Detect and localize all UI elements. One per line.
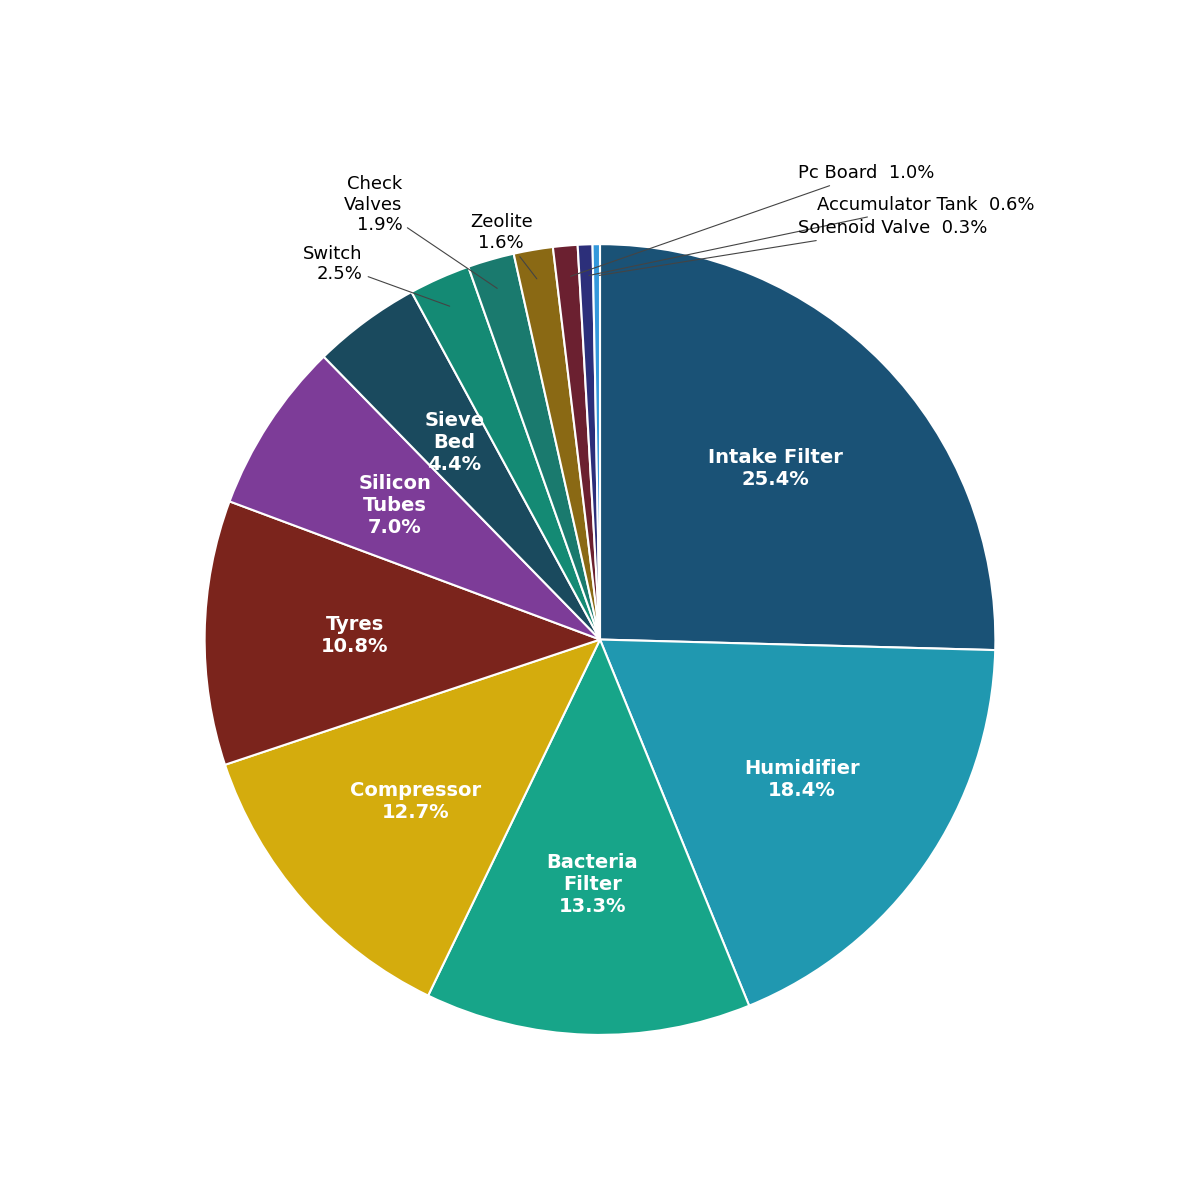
Wedge shape — [600, 244, 995, 650]
Text: Zeolite
1.6%: Zeolite 1.6% — [469, 212, 536, 278]
Wedge shape — [324, 292, 600, 640]
Text: Silicon
Tubes
7.0%: Silicon Tubes 7.0% — [358, 474, 431, 538]
Text: Intake Filter
25.4%: Intake Filter 25.4% — [708, 448, 844, 490]
Wedge shape — [412, 266, 600, 640]
Wedge shape — [229, 356, 600, 640]
Text: Compressor
12.7%: Compressor 12.7% — [350, 781, 481, 822]
Text: Sieve
Bed
4.4%: Sieve Bed 4.4% — [425, 410, 485, 474]
Wedge shape — [205, 502, 600, 764]
Wedge shape — [468, 253, 600, 640]
Text: Switch
2.5%: Switch 2.5% — [304, 245, 450, 306]
Text: Tyres
10.8%: Tyres 10.8% — [322, 614, 389, 655]
Text: Bacteria
Filter
13.3%: Bacteria Filter 13.3% — [546, 853, 638, 916]
Wedge shape — [428, 640, 749, 1034]
Text: Humidifier
18.4%: Humidifier 18.4% — [744, 758, 859, 799]
Wedge shape — [593, 244, 600, 640]
Text: Check
Valves
1.9%: Check Valves 1.9% — [344, 175, 497, 288]
Wedge shape — [577, 245, 600, 640]
Text: Accumulator Tank  0.6%: Accumulator Tank 0.6% — [589, 196, 1034, 276]
Wedge shape — [553, 245, 600, 640]
Text: Pc Board  1.0%: Pc Board 1.0% — [571, 164, 934, 276]
Wedge shape — [514, 247, 600, 640]
Wedge shape — [600, 640, 995, 1006]
Wedge shape — [224, 640, 600, 996]
Text: Solenoid Valve  0.3%: Solenoid Valve 0.3% — [599, 220, 988, 275]
